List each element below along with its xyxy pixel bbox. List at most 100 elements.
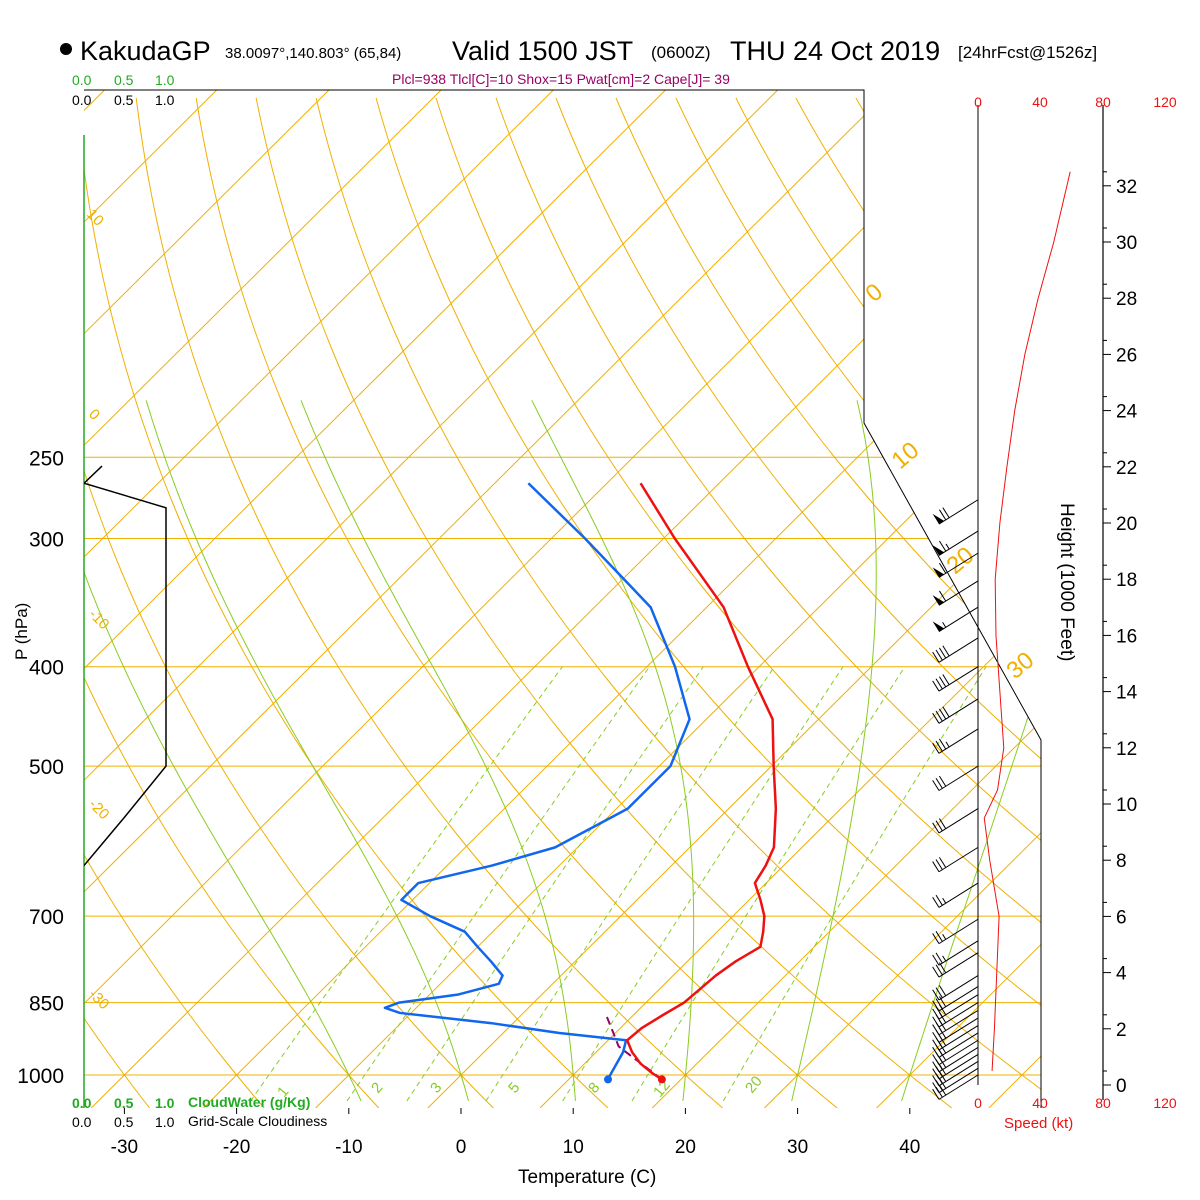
wind-barb-pennant (932, 513, 945, 525)
top-cloudiness-tick: 0.0 (72, 92, 92, 108)
wind-barb-flag (938, 540, 947, 552)
dry-adiabat-label: -10 (85, 606, 112, 633)
mixing-ratio-line (485, 666, 775, 1102)
dry-adiabat-line (84, 97, 609, 1108)
mixing-ratio-line (562, 666, 844, 1102)
isotherm-line (84, 90, 218, 1108)
wind-barb-flag (932, 1054, 940, 1065)
top-cloudiness-ticks: 0.0 0.5 1.0 (72, 92, 175, 108)
wind-barb-staff (938, 552, 979, 578)
isotherm-line (84, 90, 666, 1108)
wind-barb-flag (942, 674, 950, 685)
dry-adiabat-line (975, 97, 1041, 1108)
dewpoint-line (383, 482, 691, 1080)
dry-adiabat-label: 0 (85, 406, 103, 424)
sounding-profiles (383, 482, 778, 1084)
wind-barb-staff (938, 994, 979, 1020)
wind-barb-flag (932, 954, 940, 966)
wind-barb-flag (932, 861, 940, 873)
moist-adiabat-label: 20 (942, 542, 980, 580)
wind-barb-flag (938, 818, 947, 830)
wind-barb-flag (938, 857, 947, 868)
height-tick-label: 14 (1116, 683, 1138, 704)
isotherm-line (84, 90, 779, 1108)
wind-barb-flag (935, 820, 943, 832)
dry-adiabat-label: -30 (85, 986, 112, 1013)
y-axis-title: P (hPa) (12, 603, 31, 660)
wind-barb-staff (938, 499, 979, 525)
height-tick-label: 16 (1116, 626, 1137, 647)
pressure-tick-label: 1000 (17, 1065, 64, 1088)
plot-frame (84, 89, 1042, 1108)
wind-barb-flag (932, 933, 940, 944)
wind-barb-flag (932, 742, 940, 754)
bottom-cloudwater-legend: 0.0 0.5 1.0 CloudWater (g/Kg) (72, 1094, 310, 1111)
wind-barb-staff (938, 606, 979, 632)
isotherm-line (764, 90, 1041, 1108)
dry-adiabat-line (84, 97, 494, 1108)
wind-barb-flag (935, 964, 943, 976)
wind-barb-flag (935, 649, 943, 661)
height-tick-label: 26 (1116, 345, 1137, 366)
mixing-ratio-line (250, 666, 563, 1102)
wind-barb-flag (932, 1039, 940, 1051)
isotherm-line (203, 90, 1041, 1108)
dry-adiabat-line (855, 97, 1041, 1108)
dry-adiabat-line (675, 97, 1041, 1108)
wind-barb-half-flag (945, 543, 950, 550)
forecast-label: [24hrFcst@1526z] (958, 43, 1097, 62)
wind-barb-flag (935, 987, 943, 999)
surface-temperature-point (657, 1075, 666, 1084)
bottom-cloudwater-tick: 0.5 (114, 1095, 134, 1111)
valid-time: Valid 1500 JST (452, 36, 633, 66)
wind-barb-staff (938, 1002, 979, 1028)
isotherm-line (651, 90, 1041, 1108)
height-tick-label: 8 (1116, 851, 1127, 872)
wind-barb-flag (938, 708, 947, 720)
wind-barb-flag (938, 509, 947, 521)
wind-barb-flag (932, 651, 940, 663)
height-tick-label: 30 (1116, 233, 1137, 254)
wind-barb-flag (932, 1016, 940, 1028)
temperature-tick-label: 0 (456, 1137, 467, 1158)
wind-barb (932, 637, 979, 663)
wind-barb-flag (935, 710, 943, 722)
dry-adiabat-line (84, 97, 380, 1108)
top-cloudwater-tick: 0.0 (72, 72, 92, 88)
temperature-tick-label: -20 (223, 1137, 250, 1158)
wind-speed-line (983, 171, 1071, 1071)
wind-barb-staff (938, 765, 979, 791)
dry-adiabat-line (255, 97, 953, 1108)
height-tick-label: 10 (1116, 795, 1137, 816)
wind-barb-staff (938, 940, 979, 966)
wind-barb-flag (935, 740, 943, 752)
wind-barb-half-flag (942, 955, 947, 962)
bottom-cloudiness-legend: 0.0 0.5 1.0 Grid-Scale Cloudiness (72, 1113, 327, 1130)
speed-tick-label: 80 (1095, 1095, 1111, 1111)
dry-adiabat-line (735, 97, 1041, 1108)
speed-tick-label: 120 (1153, 1095, 1177, 1111)
isotherm-line (876, 90, 1041, 1108)
wind-barb-flag (935, 952, 943, 964)
mixing-ratio-line (406, 666, 704, 1102)
dry-adiabat-line (315, 97, 1041, 1108)
wind-barb-flag (935, 931, 943, 942)
height-tick-label: 22 (1116, 458, 1137, 479)
wind-barb-staff (938, 808, 979, 834)
wind-barb-flag (938, 738, 947, 750)
wind-barb-flag (932, 1024, 940, 1036)
wind-barb-flag (938, 562, 947, 574)
dry-adiabat-line (1096, 98, 1200, 1108)
wind-barb-half-flag (942, 934, 947, 940)
height-tick-label: 12 (1116, 739, 1137, 760)
temperature-tick-label: -30 (111, 1137, 138, 1158)
dry-adiabat-label: 10 (83, 206, 107, 230)
moist-adiabat-label: 0 (861, 278, 889, 307)
wind-barb (932, 975, 979, 1001)
moist-adiabat-label: 10 (887, 437, 925, 475)
wind-barb (932, 552, 979, 578)
wind-barb (932, 940, 979, 966)
wind-barb-half-flag (942, 621, 947, 628)
speed-tick-label: 120 (1153, 94, 1177, 110)
